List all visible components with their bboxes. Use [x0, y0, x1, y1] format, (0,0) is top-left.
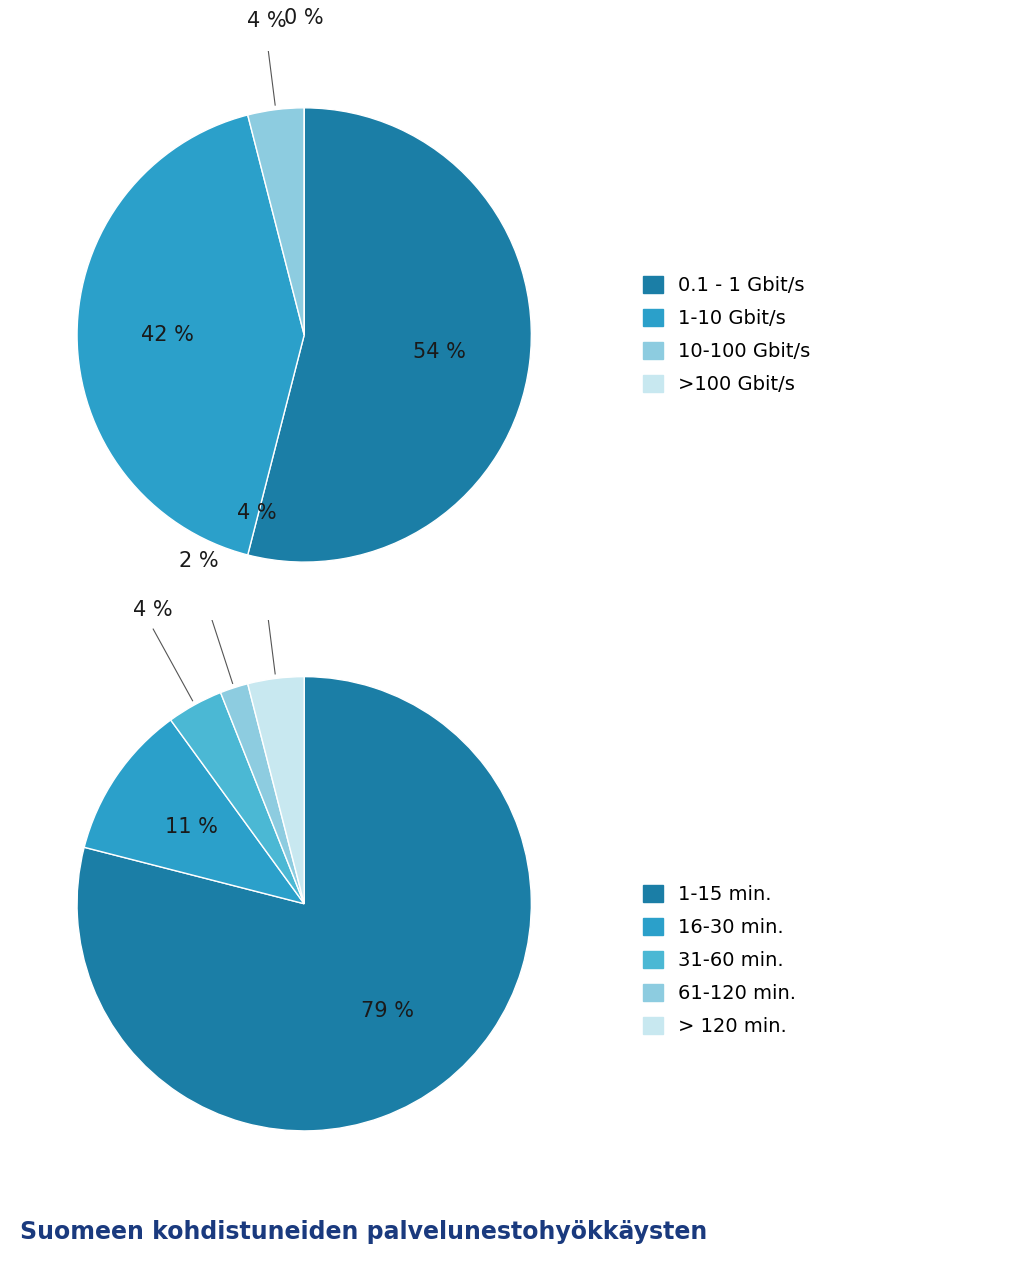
- Text: 54 %: 54 %: [413, 343, 465, 362]
- Text: 0 %: 0 %: [284, 9, 324, 28]
- Text: 11 %: 11 %: [165, 817, 218, 837]
- Legend: 0.1 - 1 Gbit/s, 1-10 Gbit/s, 10-100 Gbit/s, >100 Gbit/s: 0.1 - 1 Gbit/s, 1-10 Gbit/s, 10-100 Gbit…: [643, 276, 810, 394]
- Text: Suomeen kohdistuneiden palvelunestohyökkäysten: Suomeen kohdistuneiden palvelunestohyökk…: [20, 1220, 708, 1244]
- Text: 79 %: 79 %: [361, 1001, 415, 1021]
- Text: 4 %: 4 %: [134, 600, 173, 621]
- Wedge shape: [247, 107, 304, 335]
- Text: 42 %: 42 %: [142, 325, 195, 345]
- Wedge shape: [221, 684, 304, 904]
- Text: 4 %: 4 %: [247, 10, 287, 30]
- Wedge shape: [247, 676, 304, 904]
- Wedge shape: [77, 115, 304, 555]
- Wedge shape: [170, 693, 304, 904]
- Wedge shape: [84, 720, 304, 904]
- Wedge shape: [77, 676, 531, 1131]
- Text: 2 %: 2 %: [179, 551, 219, 570]
- Legend: 1-15 min., 16-30 min., 31-60 min., 61-120 min., > 120 min.: 1-15 min., 16-30 min., 31-60 min., 61-12…: [643, 885, 796, 1036]
- Wedge shape: [247, 107, 531, 562]
- Text: 4 %: 4 %: [237, 503, 277, 523]
